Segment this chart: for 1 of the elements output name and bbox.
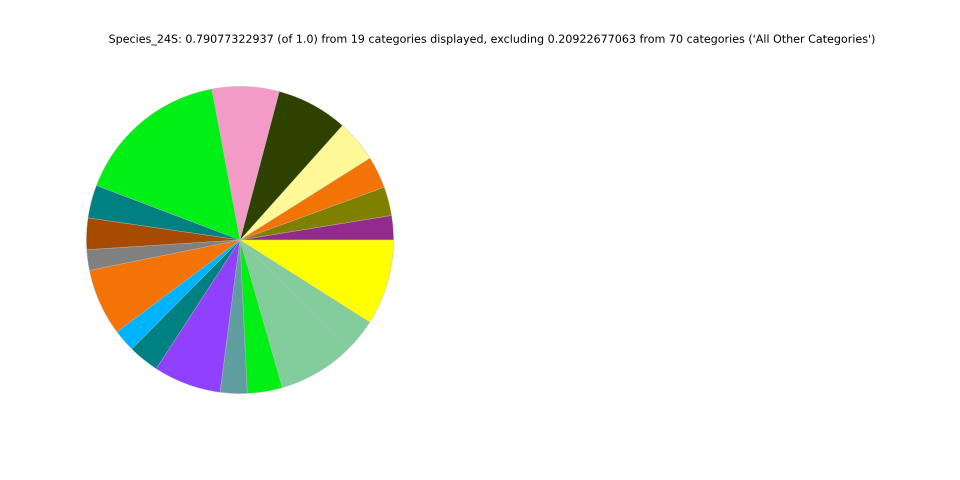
text: Species_24S: 0.79077322937 (of 1.0) from 19 categories displayed, excluding 0.20922677063 from 70 categories ('All Other Categories') [109,34,874,46]
